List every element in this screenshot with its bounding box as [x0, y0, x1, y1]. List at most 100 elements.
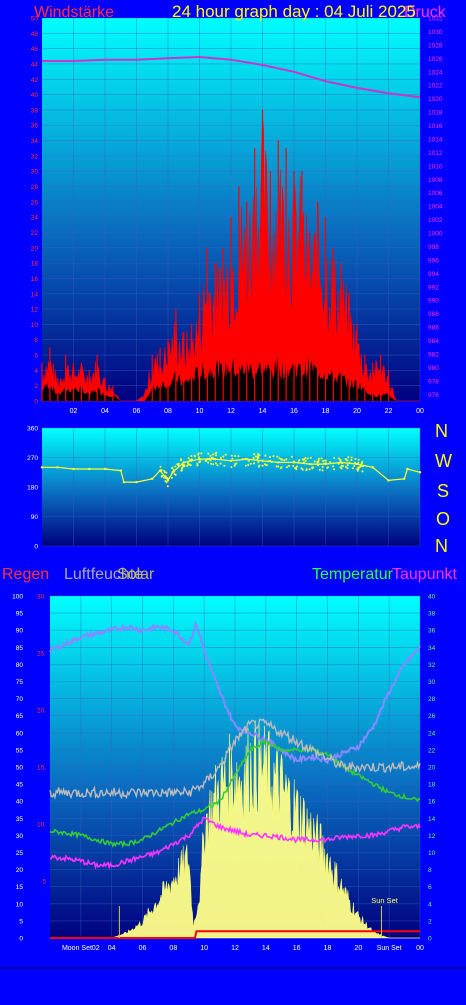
pressure-y-tick-label: 994 [428, 271, 439, 278]
direction-point [212, 463, 215, 466]
direction-point [172, 468, 175, 471]
climate-x-tick-label: 16 [293, 945, 301, 952]
pressure-y-tick-label: 1008 [428, 177, 443, 184]
wind-y-tick-label: 40 [31, 92, 39, 99]
wind-x-tick-label: 02 [70, 408, 78, 415]
direction-point [267, 460, 270, 463]
direction-point [351, 467, 354, 470]
humidity-y-tick-label: 30 [16, 833, 24, 840]
direction-point [324, 459, 327, 462]
direction-point [219, 462, 222, 465]
direction-point [304, 457, 307, 459]
marks [40, 55, 422, 939]
rain-y-tick-label: 25. [37, 651, 46, 658]
direction-point [283, 459, 286, 462]
direction-point [275, 465, 278, 468]
wind-x-tick-label: 18 [322, 408, 330, 415]
wind-x-tick-label: 10 [196, 408, 204, 415]
direction-point [333, 468, 336, 471]
wind-y-tick-label: 46 [31, 46, 39, 53]
direction-point [180, 458, 183, 461]
direction-point [264, 454, 267, 457]
direction-point [256, 459, 259, 462]
direction-point [190, 458, 193, 461]
direction-point [247, 459, 250, 462]
humidity-y-tick-label: 5 [19, 918, 23, 925]
pressure-y-tick-label: 1028 [428, 42, 443, 49]
direction-point [237, 455, 240, 458]
compass-label: O [436, 509, 450, 529]
direction-point [257, 461, 260, 464]
direction-point [189, 464, 192, 467]
humidity-line [49, 620, 421, 765]
direction-point [326, 466, 329, 469]
direction-point [337, 462, 340, 465]
direction-point [269, 456, 271, 459]
wind-y-tick-label: 38 [31, 107, 39, 114]
direction-point [311, 467, 314, 470]
humidity-y-tick-label: 55 [16, 747, 24, 754]
temperature-y-tick-label: 36 [428, 628, 436, 635]
direction-point [357, 467, 360, 470]
wind-y-tick-label: 10 [31, 322, 39, 329]
footer-band [0, 968, 466, 1000]
wind-x-tick-label: 20 [353, 408, 361, 415]
direction-point [212, 457, 215, 460]
rain-line [50, 930, 420, 939]
direction-point [176, 463, 179, 466]
direction-point [174, 473, 177, 476]
rain-y-tick-label: 10. [37, 822, 46, 829]
direction-point [209, 459, 212, 462]
direction-point [279, 457, 282, 460]
pressure-y-tick-label: 1006 [428, 190, 443, 197]
pressure-y-tick-label: 1012 [428, 150, 443, 157]
direction-point [215, 454, 217, 457]
direction-point [292, 465, 295, 467]
direction-point [170, 476, 173, 479]
pressure-y-tick-label: 1010 [428, 163, 443, 170]
direction-point [122, 480, 126, 484]
pressure-y-tick-label: 1032 [428, 16, 443, 23]
humidity-y-tick-label: 80 [16, 662, 24, 669]
humidity-y-tick-label: 100 [12, 594, 23, 601]
climate-x-tick-label: 14 [262, 945, 270, 952]
sun-set-annotation: Sun Set [371, 896, 399, 905]
pressure-y-tick-label: 1004 [428, 204, 443, 211]
direction-point [163, 476, 166, 479]
direction-point [258, 454, 261, 457]
solar-label: Solar [117, 566, 155, 583]
wind-y-tick-label: 16 [31, 276, 39, 283]
humidity-y-tick-label: 65 [16, 713, 24, 720]
direction-point [151, 477, 154, 481]
direction-point [135, 480, 138, 484]
wind-x-tick-label: 22 [385, 408, 393, 415]
humidity-y-tick-label: 90 [16, 628, 24, 635]
climate-x-tick-label: 12 [231, 945, 239, 952]
wind-y-tick-label: 28 [31, 184, 39, 191]
direction-point [165, 481, 168, 484]
direction-point [163, 471, 166, 474]
direction-point [418, 471, 422, 474]
humidity-y-tick-label: 75 [16, 679, 24, 686]
humidity-y-tick-label: 0 [19, 936, 23, 943]
temperature-y-tick-label: 34 [428, 645, 436, 652]
direction-point [254, 455, 257, 458]
direction-point [212, 453, 215, 456]
direction-point [181, 466, 184, 469]
direction-point [276, 455, 279, 458]
pressure-line [42, 55, 421, 99]
direction-point [300, 467, 303, 470]
wind-y-tick-label: 48 [31, 31, 39, 38]
direction-point [253, 453, 256, 456]
humidity-y-tick-label: 50 [16, 765, 24, 772]
direction-point [198, 461, 201, 464]
direction-point [193, 454, 196, 457]
climate-x-tick-label: 06 [139, 945, 147, 952]
direction-point [257, 453, 259, 455]
direction-point [257, 456, 260, 459]
direction-point [301, 468, 304, 471]
pressure-y-tick-label: 990 [428, 298, 439, 305]
direction-point [350, 456, 353, 459]
direction-point [223, 464, 226, 467]
